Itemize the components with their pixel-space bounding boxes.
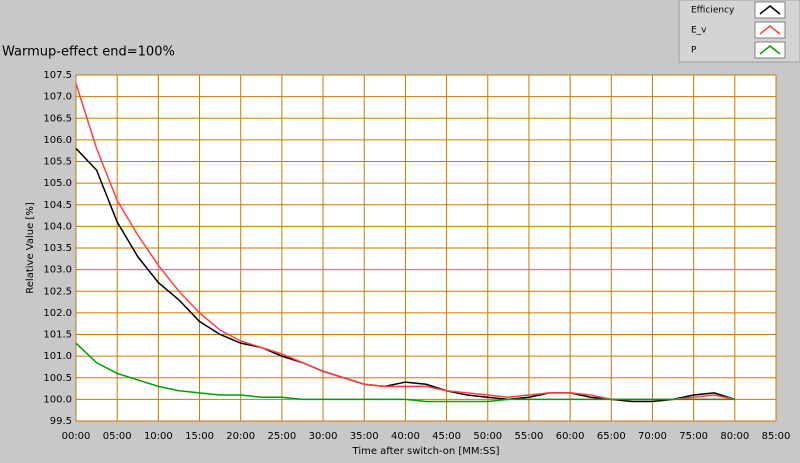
x-tick-label: 40:00 — [391, 431, 420, 442]
x-tick-label: 60:00 — [556, 431, 585, 442]
x-tick-label: 80:00 — [720, 431, 749, 442]
data-line — [75, 148, 736, 403]
x-tick-label: 45:00 — [432, 431, 461, 442]
y-tick-label: 102.5 — [43, 286, 72, 297]
y-tick-label: 103.5 — [43, 243, 72, 254]
y-axis-label: Relative Value [%] — [25, 202, 36, 294]
y-tick-label: 105.0 — [43, 178, 72, 189]
y-tick-label: 100.0 — [43, 394, 72, 405]
legend-swatch — [759, 25, 781, 35]
y-tick-label: 101.0 — [43, 351, 72, 362]
legend-label: Efficiency — [691, 6, 735, 16]
y-tick-label: 107.0 — [43, 92, 72, 103]
x-tick-label: 05:00 — [103, 431, 132, 442]
x-tick-label: 70:00 — [638, 431, 667, 442]
x-tick-label: 35:00 — [350, 431, 379, 442]
y-tick-label: 100.5 — [43, 373, 72, 384]
x-tick-label: 75:00 — [679, 431, 708, 442]
legend-swatch-box — [754, 21, 786, 39]
legend-swatch-box — [754, 1, 786, 19]
x-tick-label: 30:00 — [309, 431, 338, 442]
y-tick-label: 106.5 — [43, 113, 72, 124]
y-tick-label: 101.5 — [43, 330, 72, 341]
y-tick-label: 106.0 — [43, 135, 72, 146]
x-tick-label: 10:00 — [144, 431, 173, 442]
x-tick-label: 25:00 — [267, 431, 296, 442]
legend-label: P — [691, 46, 697, 56]
x-tick-label: 50:00 — [473, 431, 502, 442]
x-axis-label: Time after switch-on [MM:SS] — [352, 446, 500, 457]
x-tick-label: 20:00 — [226, 431, 255, 442]
y-tick-label: 99.5 — [50, 416, 72, 427]
y-tick-label: 104.0 — [43, 221, 72, 232]
y-tick-label: 102.0 — [43, 308, 72, 319]
y-tick-label: 105.5 — [43, 157, 72, 168]
data-line — [75, 342, 735, 403]
legend-swatch-box — [754, 41, 786, 59]
x-tick-label: 85:00 — [762, 431, 791, 442]
legend-label: E_v — [691, 26, 707, 36]
y-tick-label: 107.5 — [43, 70, 72, 81]
x-tick-label: 65:00 — [597, 431, 626, 442]
x-tick-label: 00:00 — [62, 431, 91, 442]
x-tick-label: 15:00 — [185, 431, 214, 442]
y-tick-label: 103.0 — [43, 265, 72, 276]
y-tick-label: 104.5 — [43, 200, 72, 211]
x-tick-label: 55:00 — [515, 431, 544, 442]
chart-title: Warmup-effect end=100% — [2, 45, 175, 60]
legend-swatch — [759, 5, 781, 15]
legend-swatch — [759, 45, 781, 55]
